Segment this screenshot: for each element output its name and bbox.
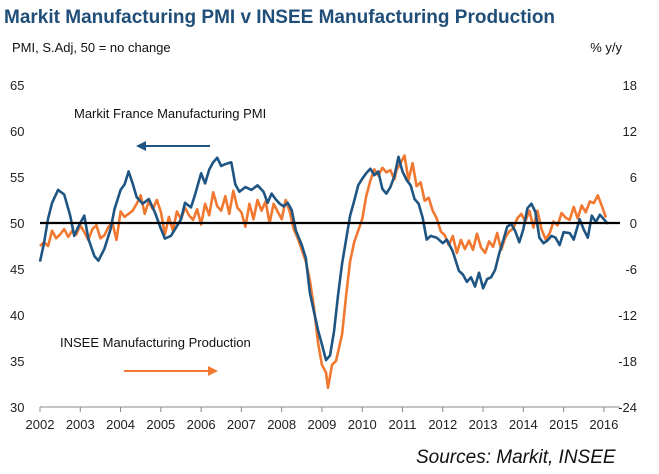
left-tick-label: 35 (10, 354, 24, 369)
left-tick-label: 40 (10, 308, 24, 323)
production-series-line (39, 154, 608, 390)
right-axis-label: % y/y (590, 40, 622, 55)
x-tick-label: 2010 (348, 417, 377, 432)
plot-area: 2002 2003 2004 2005 2006 2007 2008 2009 2010 2011… (10, 78, 637, 432)
x-tick-label: 2007 (227, 417, 256, 432)
left-axis-label: PMI, S.Adj, 50 = no change (12, 40, 171, 55)
left-tick-label: 60 (10, 124, 24, 139)
x-tick-label: 2015 (549, 417, 578, 432)
left-tick-label: 30 (10, 400, 24, 415)
right-tick-label: 12 (623, 124, 637, 139)
x-tick-label: 2002 (26, 417, 55, 432)
x-tick-label: 2014 (509, 417, 538, 432)
x-tick-label: 2006 (187, 417, 216, 432)
pmi-left-arrow-icon (136, 141, 210, 151)
x-tick-label: 2013 (469, 417, 498, 432)
chart-title: Markit Manufacturing PMI v INSEE Manufac… (4, 7, 555, 28)
right-tick-label: -24 (618, 400, 637, 415)
left-tick-label: 50 (10, 216, 24, 231)
series-layer (38, 154, 609, 390)
x-tick-label: 2016 (589, 417, 618, 432)
x-axis-ticks: 2002 2003 2004 2005 2006 2007 2008 2009 2010 2011… (26, 407, 618, 432)
x-tick-label: 2004 (106, 417, 135, 432)
pmi-series-label: Markit France Manufacturing PMI (74, 106, 266, 121)
right-axis-ticks: -24 -18 -12 -6 0 6 12 18 (618, 78, 637, 415)
production-series-label: INSEE Manufacturing Production (60, 335, 251, 350)
left-axis-ticks: 30 35 40 45 50 55 60 65 (10, 78, 24, 415)
right-tick-label: -12 (618, 308, 637, 323)
right-tick-label: 18 (623, 78, 637, 93)
x-tick-label: 2011 (389, 417, 417, 432)
right-tick-label: -6 (625, 262, 637, 277)
right-tick-label: 6 (630, 170, 637, 185)
x-tick-label: 2008 (267, 417, 296, 432)
pmi-series-line (38, 155, 609, 362)
source-note: Sources: Markit, INSEE (416, 447, 616, 468)
x-tick-label: 2009 (307, 417, 336, 432)
right-tick-label: 0 (630, 216, 637, 231)
left-tick-label: 45 (10, 262, 24, 277)
x-tick-label: 2003 (66, 417, 95, 432)
x-tick-label: 2005 (146, 417, 175, 432)
right-tick-label: -18 (618, 354, 637, 369)
left-tick-label: 55 (10, 170, 24, 185)
x-tick-label: 2012 (428, 417, 457, 432)
production-right-arrow-icon (124, 366, 218, 376)
left-tick-label: 65 (10, 78, 24, 93)
